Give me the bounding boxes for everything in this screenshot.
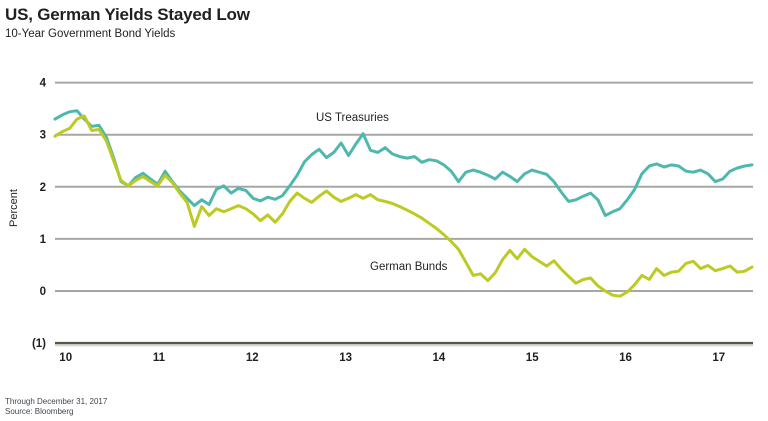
footnote-source: Source: Bloomberg [5, 407, 74, 416]
chart-title: US, German Yields Stayed Low [5, 5, 250, 24]
x-tick-label-12: 12 [246, 352, 259, 364]
y-tick-label-4: 4 [40, 78, 47, 90]
x-tick-label-15: 15 [526, 352, 539, 364]
chart-subtitle: 10-Year Government Bond Yields [5, 28, 176, 40]
y-tick-label-2: 2 [40, 182, 46, 194]
x-tick-label-17: 17 [712, 352, 725, 364]
german-bunds-line [53, 114, 754, 298]
us-treasuries-series-label: US Treasuries [316, 112, 389, 124]
german-bunds-series-label: German Bunds [370, 261, 448, 273]
y-tick-label-3: 3 [40, 130, 46, 142]
x-tick-label-14: 14 [433, 352, 446, 364]
footnote-date-range: Through December 31, 2017 [5, 397, 108, 406]
x-tick-label-16: 16 [619, 352, 632, 364]
y-axis-title: Percent [8, 189, 20, 227]
us-treasuries-line [53, 109, 754, 217]
x-tick-label-13: 13 [339, 352, 352, 364]
y-tick-label-(1): (1) [32, 338, 46, 350]
x-tick-label-11: 11 [153, 352, 166, 364]
x-tick-label-10: 10 [59, 352, 72, 364]
y-tick-label-1: 1 [40, 234, 47, 246]
y-tick-label-0: 0 [40, 286, 46, 298]
